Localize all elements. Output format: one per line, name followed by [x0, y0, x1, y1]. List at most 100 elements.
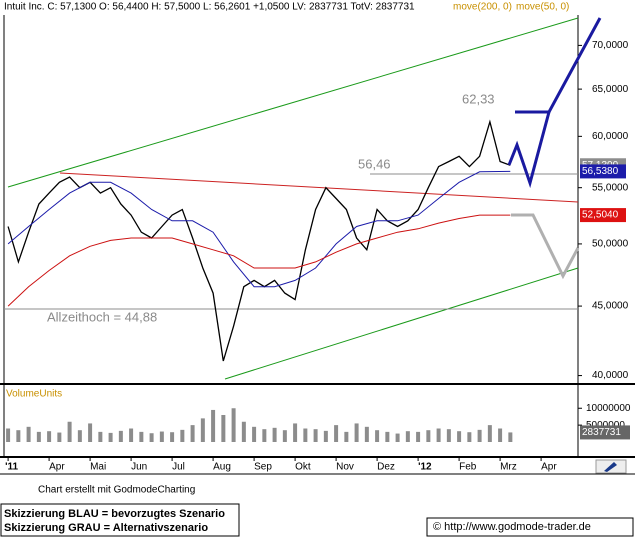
volume-bar	[6, 428, 11, 442]
volume-bar	[149, 433, 154, 442]
volume-bar	[159, 431, 164, 442]
x-tick-label: '11	[5, 462, 18, 473]
volume-bar	[344, 431, 349, 442]
volume-bar	[436, 428, 441, 442]
legend-text: Skizzierung GRAU = Alternativszenario	[4, 522, 208, 534]
indicator-label: move(50, 0)	[516, 2, 569, 13]
trend-channel-upper	[7, 17, 579, 188]
x-tick-label: Jul	[172, 462, 185, 473]
volume-bar	[303, 428, 308, 442]
volume-bar	[47, 431, 52, 442]
volume-bar	[354, 423, 359, 442]
volume-bar	[108, 432, 113, 442]
volume-bar	[282, 430, 287, 442]
volume-bar	[477, 429, 482, 442]
volume-bar	[313, 429, 318, 442]
volume-bar	[200, 418, 205, 442]
volume-bar	[395, 433, 400, 442]
header: Intuit Inc. C: 57,1300 O: 56,4400 H: 57,…	[4, 2, 569, 13]
volume-bar	[293, 423, 298, 442]
volume-bar	[231, 408, 236, 442]
x-tick-label: Dez	[377, 462, 395, 473]
volume-bar	[180, 429, 185, 442]
price-box	[580, 208, 626, 223]
volume-bar	[67, 421, 72, 442]
volume-bar	[467, 432, 472, 442]
volume-bar	[334, 425, 339, 442]
panel-title: VolumeUnits	[6, 389, 62, 400]
volume-bar	[272, 427, 277, 442]
x-tick-label: Mrz	[500, 462, 517, 473]
volume-bar	[252, 426, 257, 442]
x-tick-label: Feb	[459, 462, 477, 473]
source-box	[426, 517, 634, 537]
volume-bar	[36, 431, 41, 442]
volume-bar	[98, 431, 103, 442]
resistance-line	[59, 172, 579, 203]
volume-bar	[457, 431, 462, 442]
volume-bar	[26, 426, 31, 442]
volume-bar	[170, 432, 175, 442]
volume-bar	[77, 430, 82, 442]
scenario-blue	[507, 111, 551, 189]
volume-bar	[262, 429, 267, 442]
y-tick-label: 5000000	[586, 420, 625, 431]
y-tick-label: 60,0000	[592, 131, 629, 142]
y-tick-label: 10000000	[586, 403, 631, 414]
annotation: Allzeithoch = 44,88	[47, 309, 157, 324]
legend-text: Skizzierung BLAU = bevorzugtes Szenario	[4, 508, 225, 520]
volume-bar	[16, 430, 21, 442]
trend-channel-lower	[224, 267, 579, 380]
quote-line: Intuit Inc. C: 57,1300 O: 56,4400 H: 57,…	[4, 2, 415, 13]
y-tick-label: 70,0000	[592, 40, 629, 51]
volume-bar	[221, 415, 226, 442]
volume-bar	[139, 431, 144, 442]
volume-bar	[323, 430, 328, 442]
x-tick-label: '12	[418, 462, 432, 473]
y-tick-label: 40,0000	[592, 370, 629, 381]
price-box	[580, 164, 626, 179]
volume-bar	[498, 428, 503, 442]
x-tick-label: Jun	[131, 462, 147, 473]
x-tick-label: Aug	[213, 462, 231, 473]
indicator-label: move(200, 0)	[453, 2, 512, 13]
x-tick-label: Apr	[541, 462, 557, 473]
volume-bar	[88, 423, 93, 442]
volume-bar	[241, 421, 246, 442]
price-box-label: 56,5380	[582, 166, 619, 177]
legend-box	[0, 503, 240, 537]
y-tick-label: 45,0000	[592, 301, 629, 312]
volume-bar	[375, 430, 380, 442]
volume-box-label: 2837731	[582, 427, 621, 438]
volume-bar	[211, 409, 216, 442]
scenario-blue	[515, 17, 602, 114]
volume-bar	[426, 430, 431, 442]
x-tick-label: Sep	[254, 462, 272, 473]
scenario-gray	[511, 213, 580, 280]
annotation: 62,33	[462, 91, 495, 106]
price-box-label: 52,5040	[582, 210, 619, 221]
price-line	[7, 119, 511, 362]
volume-bar	[508, 432, 513, 442]
source: © http://www.godmode-trader.de	[433, 521, 591, 533]
volume-bar	[364, 426, 369, 442]
x-tick-label: Apr	[49, 462, 65, 473]
volume-bar	[385, 431, 390, 442]
volume-bar	[57, 432, 62, 442]
moving-average	[7, 170, 511, 288]
volume-box	[580, 425, 630, 440]
y-tick-label: 65,0000	[592, 84, 629, 95]
volume-bar	[405, 431, 410, 442]
y-tick-label: 55,0000	[592, 182, 629, 193]
credit: Chart erstellt mit GodmodeCharting	[38, 485, 195, 496]
tool-icon-glyph	[604, 462, 617, 472]
volume-bar	[416, 431, 421, 442]
volume-bar	[118, 430, 123, 442]
annotation: 56,46	[358, 156, 391, 171]
volume-bar	[446, 429, 451, 442]
plot-area: 40,0000 45,0000 50,0000 55,0000 60,0000 65,00…	[5, 40, 631, 473]
moving-average	[7, 214, 511, 307]
